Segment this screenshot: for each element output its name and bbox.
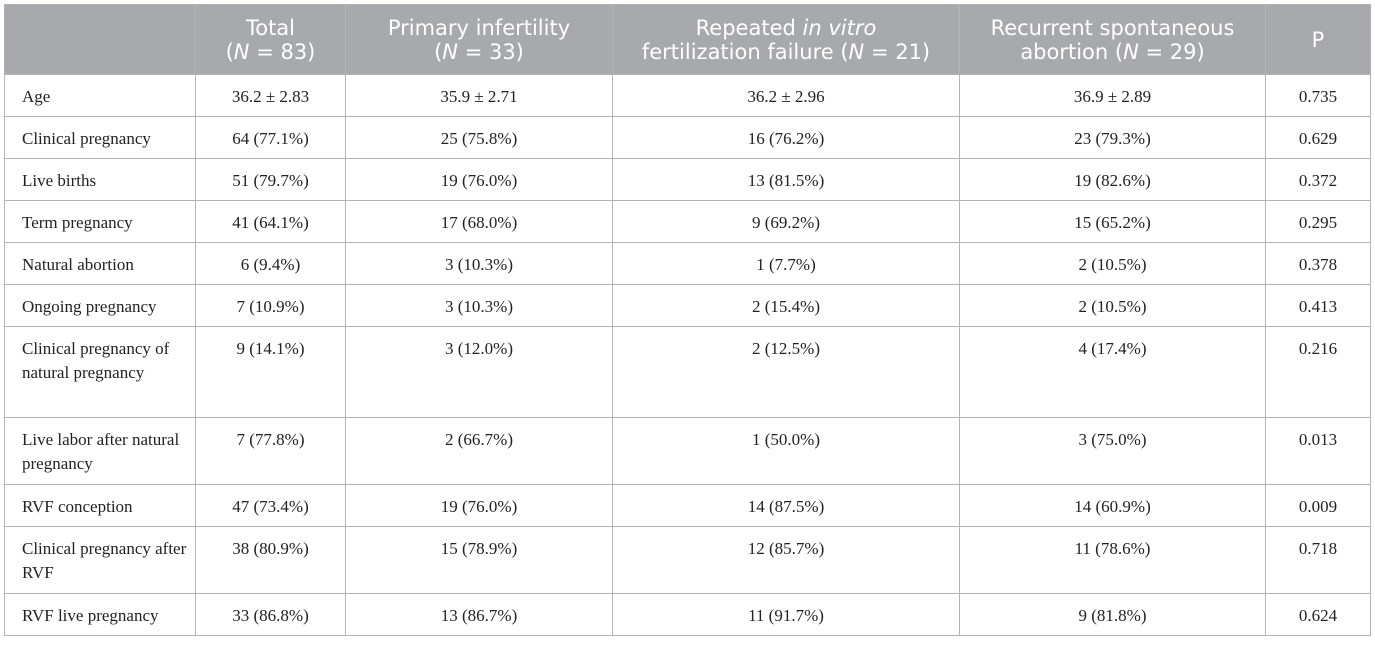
cell-p: 0.295 [1265, 200, 1371, 243]
cell-recurrent: 2 (10.5%) [959, 284, 1266, 327]
table-row: Ongoing pregnancy 7 (10.9%) 3 (10.3%) 2 (15… [4, 284, 1371, 327]
cell-primary: 35.9 ± 2.71 [345, 74, 613, 117]
header-recurrent-abortion: Recurrent spontaneous abortion (N = 29) [959, 4, 1266, 75]
cell-primary: 3 (10.3%) [345, 242, 613, 285]
cell-primary: 17 (68.0%) [345, 200, 613, 243]
cell-label: Ongoing pregnancy [4, 284, 196, 327]
cell-label: Clinical pregnancy of natural pregnancy [4, 326, 196, 418]
table-row: Age 36.2 ± 2.83 35.9 ± 2.71 36.2 ± 2.96 36.9… [4, 74, 1371, 117]
cell-label: Age [4, 74, 196, 117]
cell-label: Term pregnancy [4, 200, 196, 243]
table-row: Live labor after natural pregnancy 7 (77.… [4, 417, 1371, 485]
cell-total: 47 (73.4%) [195, 484, 346, 527]
cell-label: Clinical pregnancy after RVF [4, 526, 196, 594]
cell-repeated: 14 (87.5%) [612, 484, 960, 527]
cell-repeated: 1 (50.0%) [612, 417, 960, 485]
cell-total: 7 (77.8%) [195, 417, 346, 485]
cell-recurrent: 19 (82.6%) [959, 158, 1266, 201]
cell-repeated: 2 (15.4%) [612, 284, 960, 327]
cell-repeated: 12 (85.7%) [612, 526, 960, 594]
cell-recurrent: 15 (65.2%) [959, 200, 1266, 243]
cell-p: 0.013 [1265, 417, 1371, 485]
table-row: Live births 51 (79.7%) 19 (76.0%) 13 (81.5%… [4, 158, 1371, 201]
cell-label: Natural abortion [4, 242, 196, 285]
table-row: RVF live pregnancy 33 (86.8%) 13 (86.7%) 11… [4, 593, 1371, 636]
cell-p: 0.735 [1265, 74, 1371, 117]
cell-p: 0.009 [1265, 484, 1371, 527]
cell-p: 0.372 [1265, 158, 1371, 201]
cell-primary: 25 (75.8%) [345, 116, 613, 159]
table-row: Term pregnancy 41 (64.1%) 17 (68.0%) 9 (69.… [4, 200, 1371, 243]
cell-total: 41 (64.1%) [195, 200, 346, 243]
header-repeated-line2: fertilization failure (N = 21) [641, 39, 931, 64]
cell-p: 0.216 [1265, 326, 1371, 418]
cell-label: Live births [4, 158, 196, 201]
cell-repeated: 36.2 ± 2.96 [612, 74, 960, 117]
cell-repeated: 16 (76.2%) [612, 116, 960, 159]
cell-recurrent: 36.9 ± 2.89 [959, 74, 1266, 117]
cell-primary: 19 (76.0%) [345, 158, 613, 201]
cell-total: 6 (9.4%) [195, 242, 346, 285]
cell-recurrent: 23 (79.3%) [959, 116, 1266, 159]
header-total-n: (N = 83) [225, 39, 316, 64]
header-p: P [1265, 4, 1371, 75]
cell-recurrent: 14 (60.9%) [959, 484, 1266, 527]
cell-primary: 2 (66.7%) [345, 417, 613, 485]
header-blank [4, 4, 196, 75]
cell-p: 0.629 [1265, 116, 1371, 159]
cell-recurrent: 11 (78.6%) [959, 526, 1266, 594]
cell-recurrent: 3 (75.0%) [959, 417, 1266, 485]
table-row: Natural abortion 6 (9.4%) 3 (10.3%) 1 (7.7%… [4, 242, 1371, 285]
cell-primary: 3 (10.3%) [345, 284, 613, 327]
cell-primary: 3 (12.0%) [345, 326, 613, 418]
cell-recurrent: 9 (81.8%) [959, 593, 1266, 636]
header-primary-n: (N = 33) [434, 39, 524, 64]
cell-total: 36.2 ± 2.83 [195, 74, 346, 117]
cell-p: 0.624 [1265, 593, 1371, 636]
cell-p: 0.378 [1265, 242, 1371, 285]
table-row: Clinical pregnancy 64 (77.1%) 25 (75.8%) 16… [4, 116, 1371, 159]
cell-repeated: 1 (7.7%) [612, 242, 960, 285]
results-table: Total (N = 83) Primary infertility (N = … [4, 4, 1371, 636]
cell-label: RVF live pregnancy [4, 593, 196, 636]
cell-label: Clinical pregnancy [4, 116, 196, 159]
cell-total: 33 (86.8%) [195, 593, 346, 636]
header-total: Total (N = 83) [195, 4, 346, 75]
cell-primary: 15 (78.9%) [345, 526, 613, 594]
cell-total: 9 (14.1%) [195, 326, 346, 418]
cell-repeated: 13 (81.5%) [612, 158, 960, 201]
table-header-row: Total (N = 83) Primary infertility (N = … [4, 4, 1371, 75]
cell-repeated: 9 (69.2%) [612, 200, 960, 243]
cell-total: 38 (80.9%) [195, 526, 346, 594]
header-recurrent-n: abortion (N = 29) [1020, 39, 1205, 64]
cell-primary: 13 (86.7%) [345, 593, 613, 636]
cell-total: 7 (10.9%) [195, 284, 346, 327]
cell-p: 0.718 [1265, 526, 1371, 594]
cell-label: Live labor after natural pregnancy [4, 417, 196, 485]
cell-total: 64 (77.1%) [195, 116, 346, 159]
cell-recurrent: 2 (10.5%) [959, 242, 1266, 285]
cell-total: 51 (79.7%) [195, 158, 346, 201]
table-row: Clinical pregnancy of natural pregnancy 9… [4, 326, 1371, 418]
header-repeated-line1: Repeated in vitro [695, 15, 877, 40]
cell-recurrent: 4 (17.4%) [959, 326, 1266, 418]
header-repeated-ivf-failure: Repeated in vitro fertilization failure … [612, 4, 960, 75]
cell-primary: 19 (76.0%) [345, 484, 613, 527]
header-primary-infertility: Primary infertility (N = 33) [345, 4, 613, 75]
cell-label: RVF conception [4, 484, 196, 527]
cell-p: 0.413 [1265, 284, 1371, 327]
table-row: Clinical pregnancy after RVF 38 (80.9%) 15… [4, 526, 1371, 594]
cell-repeated: 2 (12.5%) [612, 326, 960, 418]
cell-repeated: 11 (91.7%) [612, 593, 960, 636]
table-row: RVF conception 47 (73.4%) 19 (76.0%) 14 (87… [4, 484, 1371, 527]
